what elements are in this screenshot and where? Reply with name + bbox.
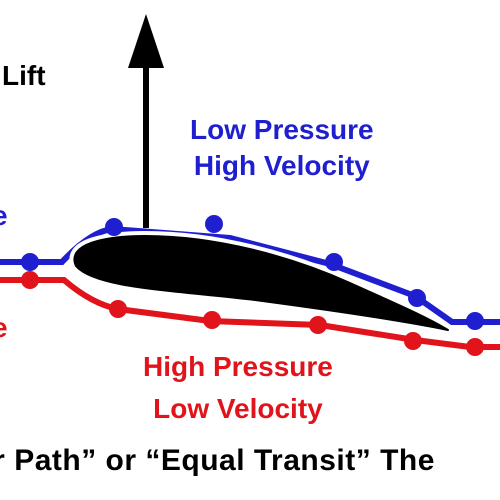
lower-particles: [21, 271, 484, 356]
lower-particle: [309, 316, 327, 334]
low-pressure-label: Low Pressure High Velocity: [190, 112, 374, 184]
upper-streamline: [0, 225, 500, 325]
lift-arrow-head: [128, 14, 164, 68]
cropped-red-label: e: [0, 312, 8, 344]
high-velocity-text: High Velocity: [193, 150, 370, 181]
airfoil: [73, 235, 449, 331]
upper-particle: [205, 215, 223, 233]
low-pressure-text: Low Pressure: [190, 114, 374, 145]
lower-particle: [109, 300, 127, 318]
high-pressure-label: High Pressure Low Velocity: [143, 346, 333, 430]
upper-particle: [325, 253, 343, 271]
cropped-blue-label: e: [0, 200, 8, 232]
lift-arrow: [128, 14, 164, 228]
upper-particle: [105, 218, 123, 236]
lower-particle: [21, 271, 39, 289]
lift-label: Lift: [2, 60, 46, 91]
lower-particle: [404, 332, 422, 350]
upper-particle: [21, 253, 39, 271]
high-pressure-text: High Pressure: [143, 351, 333, 382]
low-velocity-text: Low Velocity: [153, 393, 323, 424]
lower-particle: [203, 311, 221, 329]
upper-particles: [21, 215, 484, 330]
theory-caption: er Path” or “Equal Transit” The: [0, 444, 435, 477]
upper-particle: [466, 312, 484, 330]
lower-particle: [466, 338, 484, 356]
lower-streamline: [0, 277, 500, 350]
upper-particle: [408, 289, 426, 307]
